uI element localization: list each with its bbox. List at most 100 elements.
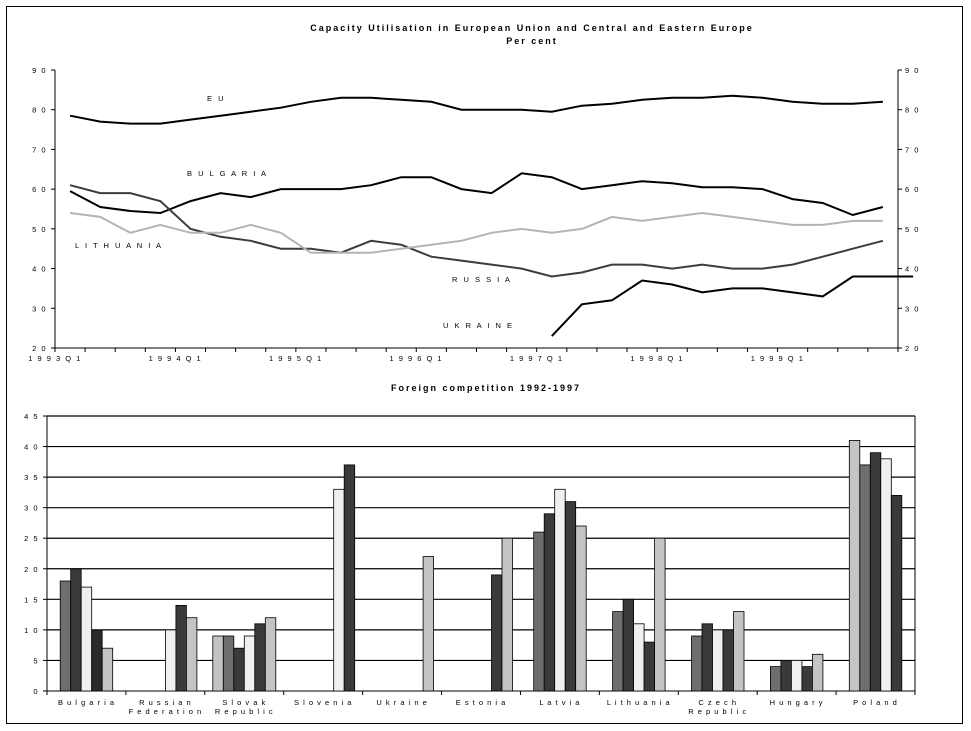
y-tick-label-left: 8 0 <box>32 106 47 115</box>
series-line-eu <box>69 94 883 125</box>
y-tick-label-right: 9 0 <box>905 66 920 75</box>
bar <box>801 666 813 692</box>
category-label: H u n g a r y <box>770 698 824 707</box>
y-tick-label: 2 0 <box>24 565 39 574</box>
bar <box>733 611 745 692</box>
series-line-ukraine <box>551 275 914 337</box>
bar <box>185 617 198 692</box>
y-tick-label-left: 6 0 <box>32 185 47 194</box>
x-tick-label: 1 9 9 3 Q 1 <box>28 354 82 363</box>
bar <box>712 629 724 692</box>
x-tick-label: 1 9 9 9 Q 1 <box>751 354 805 363</box>
bar <box>691 635 703 692</box>
bar <box>343 464 356 692</box>
category-label: R e p u b l i c <box>688 707 747 716</box>
series-line-bulgaria <box>69 172 884 217</box>
y-tick-label: 4 5 <box>24 412 39 421</box>
y-tick-label-left: 3 0 <box>32 304 47 313</box>
bar <box>501 537 513 692</box>
y-tick-label: 1 0 <box>24 626 39 635</box>
bar <box>654 537 666 692</box>
y-tick-label-right: 3 0 <box>905 304 920 313</box>
category-label: F e d e r a t i o n <box>129 707 203 716</box>
bar <box>812 653 824 692</box>
bar <box>633 623 645 692</box>
bar <box>422 556 435 692</box>
x-tick-label: 1 9 9 8 Q 1 <box>630 354 684 363</box>
bar <box>722 629 734 692</box>
series-label-eu: E U <box>207 94 226 103</box>
bar <box>564 501 577 692</box>
y-tick-label: 2 5 <box>24 534 39 543</box>
y-tick-label-left: 4 0 <box>32 265 47 274</box>
x-tick-label: 1 9 9 6 Q 1 <box>389 354 443 363</box>
bar <box>91 629 103 692</box>
bar <box>212 635 224 692</box>
bar <box>175 605 187 692</box>
series-line-lithuania <box>69 211 883 254</box>
y-tick-label-right: 7 0 <box>905 145 920 154</box>
bar <box>554 488 566 692</box>
y-tick-label: 3 5 <box>24 473 39 482</box>
bar <box>869 452 882 692</box>
bar <box>575 525 587 692</box>
y-tick-label: 5 <box>33 656 39 665</box>
bar <box>543 513 556 692</box>
bar <box>770 666 782 692</box>
bar <box>80 586 93 692</box>
line-chart: 2 0 2 0 3 0 3 0 4 0 4 0 5 0 5 0 6 0 6 0 7 0 7 0 8 0 8… <box>28 66 920 363</box>
x-tick-label: 1 9 9 5 Q 1 <box>269 354 323 363</box>
y-tick-label-left: 2 0 <box>32 344 47 353</box>
bar <box>622 598 634 692</box>
category-label: L i t h u a n i a <box>607 698 671 707</box>
category-label: C z e c h <box>698 698 737 707</box>
category-label: L a t v i a <box>539 698 580 707</box>
series-label-ukraine: U K R A I N E <box>443 321 514 330</box>
bar <box>880 458 892 692</box>
line-chart-subtitle: Per cent <box>506 36 558 46</box>
bar <box>254 623 266 692</box>
category-label: R e p u b l i c <box>215 707 274 716</box>
y-tick-label: 4 0 <box>24 443 39 452</box>
bar <box>643 641 655 692</box>
category-label: S l o v a k <box>222 698 266 707</box>
line-chart-title: Capacity Utilisation in European Union a… <box>310 23 754 33</box>
bar <box>491 574 503 692</box>
bar <box>264 617 277 692</box>
bar <box>791 660 803 692</box>
bar <box>333 488 345 692</box>
bar <box>243 635 256 692</box>
series-line-russia <box>69 184 884 278</box>
y-tick-label-left: 7 0 <box>32 145 47 154</box>
bar <box>164 629 177 692</box>
y-tick-label-left: 5 0 <box>32 225 47 234</box>
bar <box>701 623 713 692</box>
bar <box>533 531 545 692</box>
y-tick-label-right: 2 0 <box>905 344 920 353</box>
bar <box>59 580 72 692</box>
bar <box>70 568 82 692</box>
series-label-lithuania: L I T H U A N I A <box>75 241 163 250</box>
y-tick-label-right: 6 0 <box>905 185 920 194</box>
y-tick-label: 1 5 <box>24 595 39 604</box>
category-label: R u s s i a n <box>139 698 192 707</box>
bar <box>780 660 792 692</box>
x-tick-label: 1 9 9 4 Q 1 <box>149 354 203 363</box>
y-tick-label-right: 4 0 <box>905 265 920 274</box>
bar <box>890 494 903 692</box>
bar <box>612 611 624 692</box>
y-tick-label: 0 <box>33 687 39 696</box>
x-tick-label: 1 9 9 7 Q 1 <box>510 354 564 363</box>
category-label: U k r a i n e <box>376 698 427 707</box>
y-tick-label-right: 8 0 <box>905 106 920 115</box>
y-tick-label-right: 5 0 <box>905 225 920 234</box>
y-tick-label-left: 9 0 <box>32 66 47 75</box>
category-label: E s t o n i a <box>456 698 507 707</box>
series-label-russia: R U S S I A <box>452 275 512 284</box>
bar <box>848 439 861 692</box>
bar <box>222 635 235 692</box>
bar-chart-title: Foreign competition 1992-1997 <box>391 383 581 393</box>
bar <box>101 647 114 692</box>
bar <box>233 647 245 692</box>
